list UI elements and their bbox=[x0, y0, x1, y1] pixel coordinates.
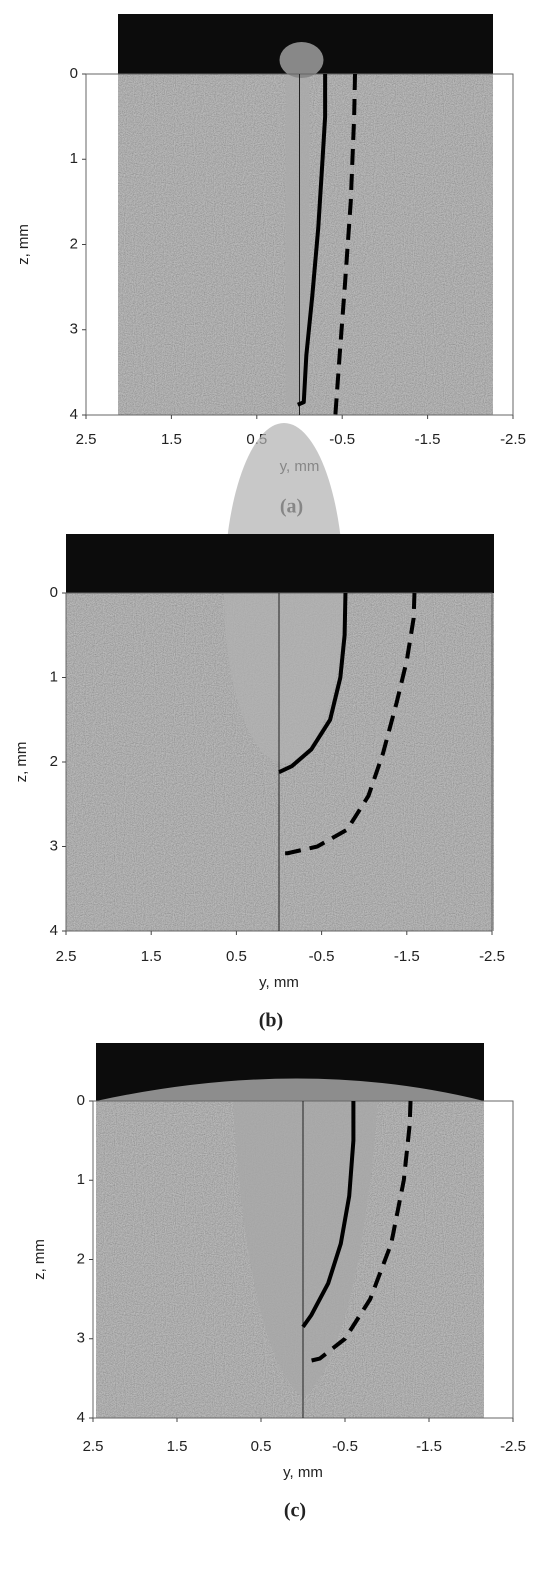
x-tick-label: 1.5 bbox=[161, 431, 182, 448]
y-tick-label: 0 bbox=[70, 65, 78, 82]
y-axis-label: z, mm bbox=[31, 1239, 48, 1280]
y-tick-label: 1 bbox=[77, 1171, 85, 1188]
x-tick-label: -0.5 bbox=[332, 1438, 358, 1455]
y-tick-label: 2 bbox=[70, 235, 78, 252]
x-tick-label: 1.5 bbox=[167, 1438, 188, 1455]
panel-caption: (c) bbox=[284, 1500, 306, 1522]
y-axis-label: z, mm bbox=[15, 224, 32, 265]
x-tick-label: -2.5 bbox=[479, 948, 505, 965]
dashed-line bbox=[279, 592, 417, 856]
x-axis-label: y, mm bbox=[283, 1464, 323, 1481]
x-tick-label: -1.5 bbox=[394, 948, 420, 965]
dashed-line bbox=[333, 73, 358, 416]
x-tick-label: -2.5 bbox=[500, 431, 526, 448]
weld-cap bbox=[279, 42, 324, 78]
y-axis-label: z, mm bbox=[13, 742, 30, 783]
y-tick-label: 2 bbox=[77, 1250, 85, 1267]
solid-line bbox=[278, 592, 348, 774]
y-tick-label: 1 bbox=[50, 668, 58, 685]
panel: 0 1 2 3 4 2.5 1.5 0.5 -0.5 -1.5 -2.5 y, mm z, mm (c) bbox=[31, 1043, 526, 1522]
weld-cap bbox=[96, 1078, 484, 1101]
dashed-line bbox=[302, 1100, 413, 1365]
y-tick-label: 4 bbox=[50, 922, 58, 939]
x-tick-label: -1.5 bbox=[415, 431, 441, 448]
x-tick-label: -2.5 bbox=[500, 1438, 526, 1455]
solid-line bbox=[297, 74, 328, 407]
x-tick-label: 2.5 bbox=[83, 1438, 104, 1455]
x-tick-label: 2.5 bbox=[56, 948, 77, 965]
solid-line bbox=[301, 1101, 356, 1329]
x-tick-label: -0.5 bbox=[309, 948, 335, 965]
x-axis-label: y, mm bbox=[259, 974, 299, 991]
y-tick-label: 3 bbox=[77, 1330, 85, 1347]
panel: 0 1 2 3 4 2.5 1.5 0.5 -0.5 -1.5 -2.5 y, mm z, mm (b) bbox=[13, 423, 505, 1032]
x-tick-label: -1.5 bbox=[416, 1438, 442, 1455]
x-tick-label: 0.5 bbox=[226, 948, 247, 965]
y-tick-label: 4 bbox=[77, 1409, 85, 1426]
y-tick-label: 3 bbox=[50, 837, 58, 854]
panel-caption: (b) bbox=[259, 1010, 283, 1032]
y-tick-label: 4 bbox=[70, 406, 78, 423]
weld-zone bbox=[233, 1101, 378, 1398]
y-tick-label: 2 bbox=[50, 753, 58, 770]
y-tick-label: 0 bbox=[50, 584, 58, 601]
y-tick-label: 1 bbox=[70, 150, 78, 167]
y-tick-label: 0 bbox=[77, 1092, 85, 1109]
x-tick-label: -0.5 bbox=[329, 431, 355, 448]
x-tick-label: 1.5 bbox=[141, 948, 162, 965]
y-tick-label: 3 bbox=[70, 321, 78, 338]
x-tick-label: 0.5 bbox=[251, 1438, 272, 1455]
dark-top bbox=[66, 534, 494, 593]
x-tick-label: 2.5 bbox=[76, 431, 97, 448]
